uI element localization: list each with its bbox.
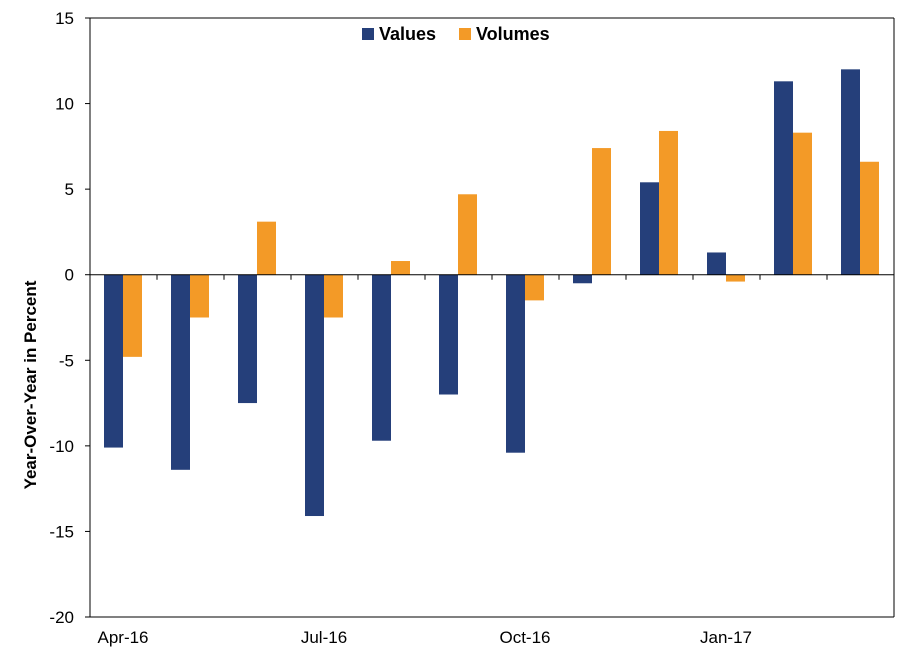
bar-values-jul-16 [305,274,324,517]
bar-volumes-jun-16 [257,221,276,275]
x-tick-label: Jan-17 [700,628,752,647]
bars-layer [104,69,879,517]
bar-volumes-dec-16 [659,130,678,275]
y-tick-label: -15 [49,522,74,541]
bar-volumes-feb-17 [793,132,812,275]
legend-swatch-volumes [459,28,471,40]
labels-layer: 15 10 5 0 -5 -10 -15 -20 Apr-16 Jul-16 Oct-16 Jan-1… [49,9,752,647]
bar-values-feb-17 [774,81,793,275]
y-tick-label: -10 [49,437,74,456]
bar-volumes-sep-16 [458,194,477,275]
y-tick-label: 0 [65,266,74,285]
bar-values-jan-17 [707,252,726,275]
bar-values-dec-16 [640,182,659,275]
x-tick-label: Apr-16 [97,628,148,647]
bar-values-sep-16 [439,274,458,395]
bar-values-jun-16 [238,274,257,404]
x-tick-label: Oct-16 [499,628,550,647]
x-tick-label: Jul-16 [301,628,347,647]
bar-values-nov-16 [573,274,592,284]
y-tick-label: -20 [49,608,74,627]
legend-label-values: Values [379,24,436,44]
bar-volumes-oct-16 [525,274,544,301]
y-tick-label: 15 [55,9,74,28]
bar-volumes-may-16 [190,274,209,318]
y-tick-label: 10 [55,95,74,114]
bar-volumes-nov-16 [592,148,611,275]
axes-layer [85,17,895,618]
bar-values-may-16 [171,274,190,470]
y-tick-label: 5 [65,180,74,199]
bar-volumes-aug-16 [391,261,410,275]
bar-volumes-apr-16 [123,274,142,357]
bar-values-apr-16 [104,274,123,448]
bar-values-mar-17 [841,69,860,275]
legend: Values Volumes [362,24,550,44]
legend-label-volumes: Volumes [476,24,550,44]
y-axis-title: Year-Over-Year in Percent [21,280,40,489]
bar-volumes-jul-16 [324,274,343,318]
bar-values-aug-16 [372,274,391,441]
legend-swatch-values [362,28,374,40]
y-tick-label: -5 [59,351,74,370]
bar-volumes-mar-17 [860,161,879,275]
bar-values-oct-16 [506,274,525,453]
bar-volumes-jan-17 [726,274,745,282]
